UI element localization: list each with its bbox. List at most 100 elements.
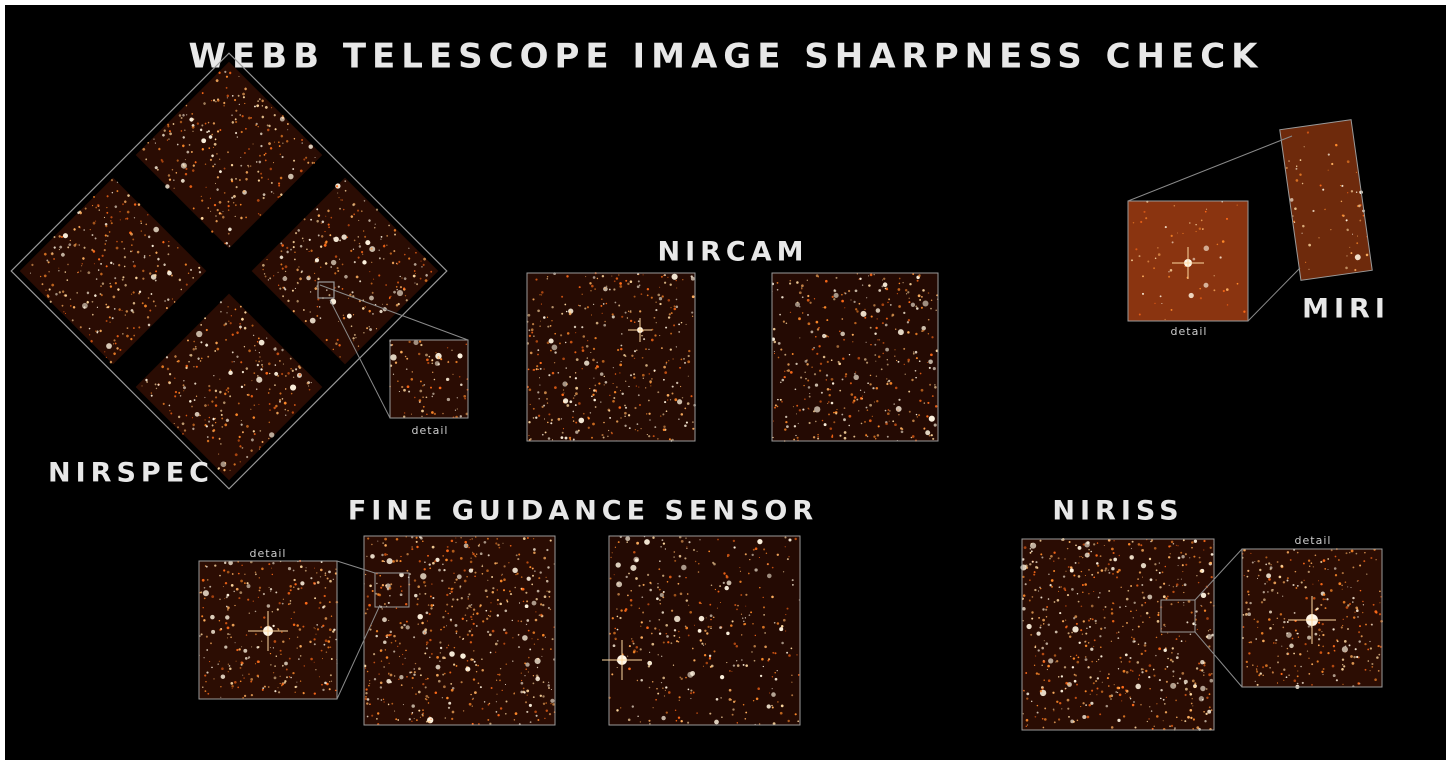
star	[399, 675, 403, 679]
star	[1160, 698, 1162, 700]
star	[678, 418, 680, 420]
star	[496, 701, 497, 702]
star	[1311, 663, 1313, 665]
star	[286, 669, 288, 671]
star	[471, 604, 473, 606]
star	[661, 276, 663, 278]
star	[607, 436, 608, 437]
star	[475, 536, 476, 537]
star	[471, 629, 472, 630]
star	[785, 614, 786, 615]
star	[841, 294, 843, 296]
star	[817, 438, 819, 440]
star	[596, 322, 599, 325]
star	[741, 614, 742, 615]
star	[1111, 548, 1114, 551]
star	[774, 652, 776, 654]
star	[674, 629, 676, 631]
star	[1106, 705, 1109, 708]
star	[789, 283, 791, 285]
star	[912, 420, 915, 423]
star	[631, 355, 633, 357]
star	[916, 357, 918, 359]
star	[629, 645, 631, 647]
star	[397, 380, 398, 381]
star	[651, 339, 654, 342]
star	[807, 295, 809, 297]
star	[1110, 698, 1112, 700]
star	[1269, 667, 1271, 669]
star	[1138, 626, 1140, 628]
star	[745, 664, 748, 667]
star	[1244, 575, 1245, 576]
star	[1284, 618, 1286, 620]
star	[673, 635, 675, 637]
star	[1031, 701, 1032, 702]
star	[419, 560, 421, 562]
star	[679, 367, 681, 369]
star	[547, 422, 549, 424]
star	[1378, 654, 1380, 656]
star	[669, 576, 672, 579]
star	[772, 567, 774, 569]
star	[382, 608, 383, 609]
star	[761, 658, 764, 661]
star	[753, 645, 756, 648]
star	[1077, 661, 1080, 664]
star	[467, 660, 469, 662]
star	[605, 381, 608, 384]
star	[209, 586, 211, 588]
star	[1135, 248, 1137, 250]
star	[561, 418, 562, 419]
star	[875, 361, 876, 362]
star	[681, 413, 684, 416]
star	[786, 652, 788, 654]
star	[1123, 715, 1125, 717]
star	[1138, 644, 1139, 645]
star	[593, 276, 596, 279]
star	[894, 356, 895, 357]
star	[1204, 283, 1209, 288]
star	[427, 678, 429, 680]
star	[915, 351, 918, 354]
star	[581, 326, 583, 328]
star	[497, 589, 498, 590]
star	[1211, 673, 1213, 675]
star	[1172, 591, 1174, 593]
star	[818, 345, 820, 347]
star	[915, 305, 917, 307]
star	[365, 696, 367, 698]
star	[1050, 555, 1053, 558]
star	[886, 378, 887, 379]
star	[1182, 571, 1183, 572]
star	[889, 410, 890, 411]
star	[1165, 319, 1166, 320]
star-field	[363, 536, 555, 726]
star	[931, 299, 933, 301]
star	[1081, 606, 1083, 608]
star	[732, 708, 734, 710]
star	[1073, 721, 1075, 723]
star	[593, 399, 596, 402]
star	[771, 596, 774, 599]
star	[428, 702, 429, 703]
star	[376, 630, 378, 632]
star	[1199, 669, 1201, 671]
star	[649, 419, 651, 421]
star	[839, 390, 841, 392]
star	[321, 684, 323, 686]
star	[678, 583, 680, 585]
star	[455, 537, 456, 538]
star	[778, 357, 780, 359]
star	[390, 631, 392, 633]
star	[690, 395, 692, 397]
star	[1320, 561, 1322, 563]
star	[1111, 567, 1114, 570]
star	[528, 314, 531, 317]
star	[429, 563, 431, 565]
star	[844, 437, 847, 440]
star	[1099, 592, 1100, 593]
star	[602, 313, 603, 314]
star	[660, 603, 661, 604]
star	[645, 387, 646, 388]
